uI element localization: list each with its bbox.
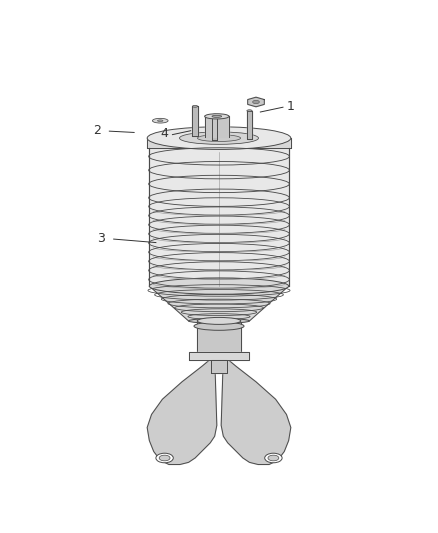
Polygon shape [197,321,241,356]
Ellipse shape [180,132,258,144]
Ellipse shape [268,455,279,461]
Polygon shape [188,352,250,360]
Polygon shape [247,111,252,139]
Polygon shape [211,360,227,373]
Polygon shape [205,116,229,137]
Polygon shape [221,356,291,465]
Polygon shape [192,107,198,136]
Ellipse shape [198,135,240,141]
Polygon shape [149,286,289,321]
Ellipse shape [212,114,217,116]
Ellipse shape [192,106,198,107]
Polygon shape [147,138,291,148]
Ellipse shape [194,322,244,330]
Ellipse shape [265,453,282,463]
Ellipse shape [156,453,173,463]
Ellipse shape [158,120,163,122]
Text: 1: 1 [287,100,295,113]
Ellipse shape [247,110,252,111]
Ellipse shape [159,455,170,461]
Polygon shape [147,356,217,465]
Ellipse shape [152,118,168,123]
Polygon shape [149,148,289,286]
Text: 4: 4 [161,127,169,140]
Ellipse shape [253,100,259,103]
Text: 2: 2 [93,124,101,137]
Ellipse shape [149,278,289,294]
Polygon shape [212,115,217,140]
Ellipse shape [188,319,250,324]
Polygon shape [248,97,264,107]
Text: 3: 3 [98,232,106,245]
Ellipse shape [197,318,241,325]
Ellipse shape [147,127,291,149]
Ellipse shape [212,115,222,117]
Ellipse shape [205,114,229,119]
